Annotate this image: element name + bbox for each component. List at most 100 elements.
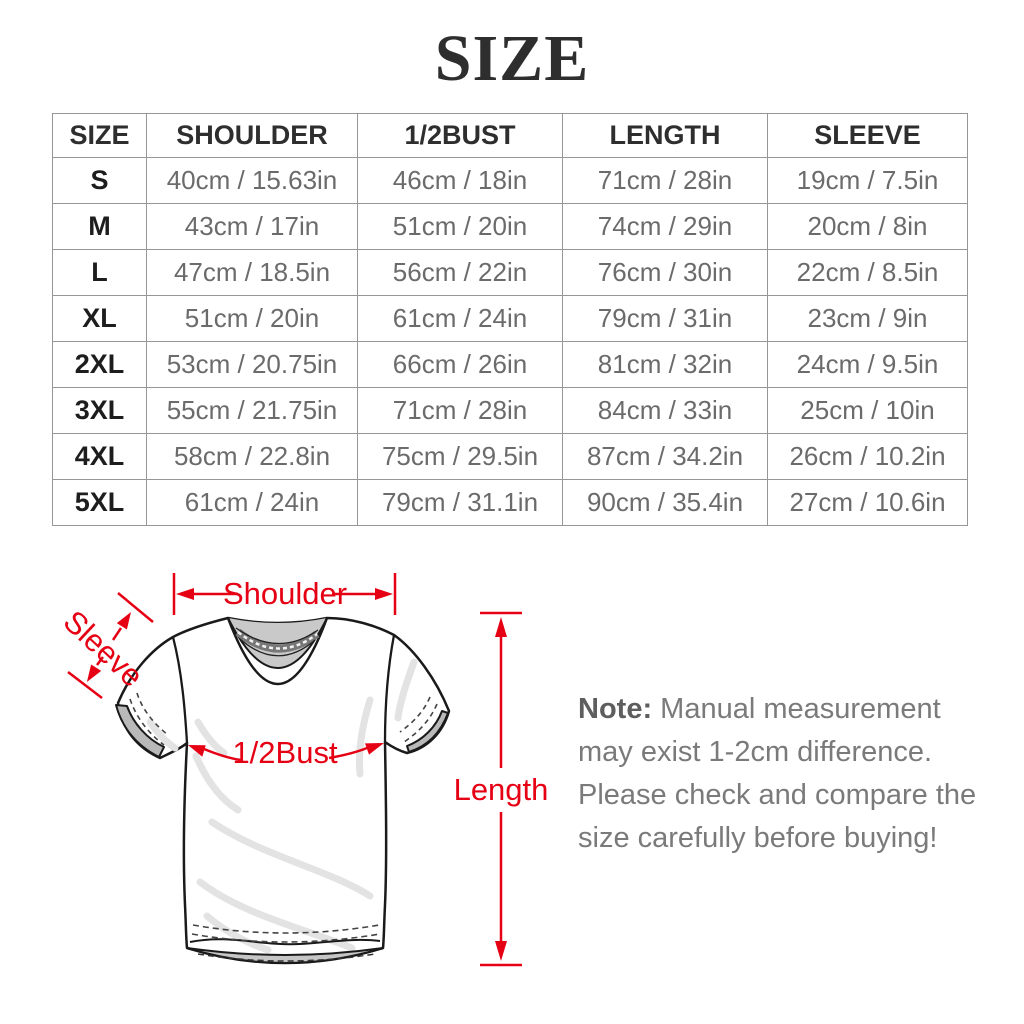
right-cuff-stitch [399,696,431,733]
cell-bust: 71cm / 28in [357,387,563,434]
hem-fold-line [189,938,381,946]
table-row: 2XL 53cm / 20.75in 66cm / 26in 81cm / 32… [52,341,968,388]
tshirt-outline [116,616,451,965]
left-sleeve-cuff [115,692,169,758]
bust-left-arrowhead [188,745,206,757]
header-row: SIZE SHOULDER 1/2BUST LENGTH SLEEVE [52,113,968,158]
cell-bust: 79cm / 31.1in [357,479,563,526]
note-body: Manual measurement may exist 1-2cm diffe… [578,693,977,854]
table-row: L 47cm / 18.5in 56cm / 22in 76cm / 30in … [52,249,968,296]
shoulder-right-arrowhead [375,588,393,600]
cell-sleeve: 20cm / 8in [767,203,968,250]
size-table-header: SIZE SHOULDER 1/2BUST LENGTH SLEEVE [52,113,968,158]
header-shoulder: SHOULDER [146,113,358,158]
collar-rib-bottom-edge [226,617,329,685]
table-row: 4XL 58cm / 22.8in 75cm / 29.5in 87cm / 3… [52,433,968,480]
cell-size: XL [52,295,147,342]
sleeve-line-upper [111,627,123,641]
cell-size: 2XL [52,341,147,388]
left-cuff-stitch [136,692,169,736]
cell-bust: 56cm / 22in [357,249,563,296]
cell-sleeve: 24cm / 9.5in [767,341,968,388]
cell-size: 5XL [52,479,147,526]
cell-shoulder: 58cm / 22.8in [146,433,358,480]
bottom-hem [186,924,384,964]
cell-sleeve: 25cm / 10in [767,387,968,434]
cell-sleeve: 22cm / 8.5in [767,249,968,296]
cell-size: L [52,249,147,296]
cell-bust: 66cm / 26in [357,341,563,388]
hem-stitch [192,924,380,934]
table-row: 5XL 61cm / 24in 79cm / 31.1in 90cm / 35.… [52,479,968,526]
cell-length: 76cm / 30in [562,249,768,296]
cell-size: M [52,203,147,250]
sleeve-upper-tick [117,592,154,623]
right-cuff-stitch [403,703,438,743]
table-row: S 40cm / 15.63in 46cm / 18in 71cm / 28in… [52,157,968,204]
bust-arrow: 1/2Bust [188,735,384,770]
length-up-arrowhead [495,617,507,637]
cell-shoulder: 47cm / 18.5in [146,249,358,296]
header-length: LENGTH [562,113,768,158]
bust-right-arrowhead [365,743,384,755]
shoulder-arrow: Shoulder [172,573,397,615]
cell-bust: 46cm / 18in [357,157,563,204]
cell-shoulder: 61cm / 24in [146,479,358,526]
cell-sleeve: 23cm / 9in [767,295,968,342]
collar-chain-stitch [237,631,318,650]
sleeve-upper-arrowhead [116,612,131,630]
cell-length: 87cm / 34.2in [562,433,768,480]
cell-length: 74cm / 29in [562,203,768,250]
cell-bust: 75cm / 29.5in [357,433,563,480]
length-down-arrowhead [495,941,507,961]
tshirt-illustration [115,616,451,965]
collar-stitch-edge [235,627,319,645]
sleeve-lower-tick [67,671,103,699]
sleeve-lower-arrowhead [86,664,102,682]
note-label: Note: [578,693,653,725]
cell-shoulder: 40cm / 15.63in [146,157,358,204]
bust-line-left [203,747,242,762]
cell-length: 90cm / 35.4in [562,479,768,526]
cell-size: 3XL [52,387,147,434]
left-armhole-seam [171,636,189,744]
cell-sleeve: 19cm / 7.5in [767,157,968,204]
collar-stitch-edge [239,638,316,657]
left-cuff-stitch [129,698,165,746]
cell-length: 71cm / 28in [562,157,768,204]
shoulder-left-arrowhead [176,588,194,600]
cell-bust: 61cm / 24in [357,295,563,342]
cell-bust: 51cm / 20in [357,203,563,250]
header-size: SIZE [52,113,147,158]
hem-stitch [191,933,381,943]
bust-line-right [328,746,368,760]
cell-length: 81cm / 32in [562,341,768,388]
right-armhole-seam [383,634,396,743]
right-cuff-underside [406,710,449,753]
header-sleeve: SLEEVE [767,113,968,158]
bust-label: 1/2Bust [232,735,338,770]
cell-size: 4XL [52,433,147,480]
table-row: M 43cm / 17in 51cm / 20in 74cm / 29in 20… [52,203,968,250]
table-row: 3XL 55cm / 21.75in 71cm / 28in 84cm / 33… [52,387,968,434]
sleeve-label: Sleeve [57,604,150,694]
tshirt-measurement-diagram: Shoulder Sleeve 1/2Bust [57,573,549,967]
cell-shoulder: 55cm / 21.75in [146,387,358,434]
cell-sleeve: 27cm / 10.6in [767,479,968,526]
shoulder-label: Shoulder [223,576,347,611]
collar [226,617,329,685]
length-label: Length [454,772,549,807]
page-title: SIZE [434,22,590,95]
size-table: SIZE SHOULDER 1/2BUST LENGTH SLEEVE S 40… [52,113,968,526]
cell-length: 79cm / 31in [562,295,768,342]
header-bust: 1/2BUST [357,113,563,158]
hem-band [186,947,384,964]
note-text: Note: Manual measurement may exist 1-2cm… [578,688,992,860]
right-sleeve-cuff [399,696,449,753]
cell-sleeve: 26cm / 10.2in [767,433,968,480]
left-cuff-underside [115,704,165,758]
cell-size: S [52,157,147,204]
hem-stitch [197,953,376,962]
cell-shoulder: 43cm / 17in [146,203,358,250]
